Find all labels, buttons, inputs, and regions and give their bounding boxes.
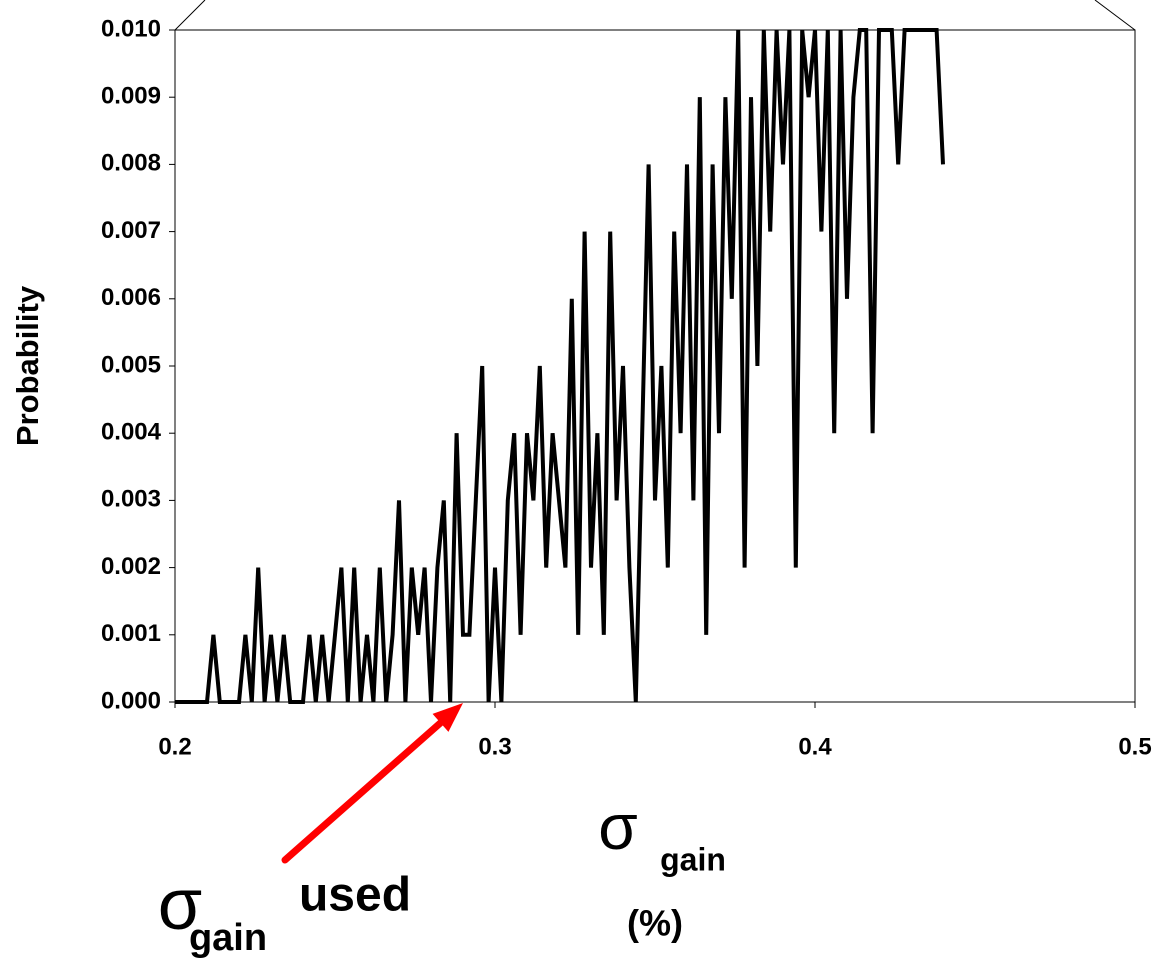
arrow-head — [432, 703, 463, 732]
arrow-shaft — [281, 719, 445, 864]
zoom-line — [174, 0, 206, 31]
zoom-line — [1094, 0, 1136, 31]
y-tick-label: 0.002 — [101, 553, 161, 580]
x-axis-symbol: σ — [598, 791, 638, 863]
annotation-symbol: σ — [158, 865, 202, 945]
y-tick-label: 0.005 — [101, 351, 161, 378]
y-tick-label: 0.007 — [101, 217, 161, 244]
x-axis-unit: (%) — [627, 903, 683, 944]
y-tick-label: 0.001 — [101, 620, 161, 647]
annotation-text: used — [299, 869, 411, 922]
x-tick-label: 0.5 — [1118, 733, 1151, 760]
annotation-arrow — [281, 703, 463, 864]
y-tick-label: 0.008 — [101, 150, 161, 177]
plot-frame — [174, 29, 1136, 703]
y-tick-label: 0.009 — [101, 83, 161, 110]
y-tick-label: 0.003 — [101, 486, 161, 513]
y-tick-label: 0.000 — [101, 687, 161, 714]
y-tick-label: 0.010 — [101, 15, 161, 42]
y-tick-label: 0.004 — [101, 419, 162, 446]
x-tick-label: 0.4 — [798, 733, 832, 760]
y-tick-label: 0.006 — [101, 284, 161, 311]
data-line — [175, 28, 945, 704]
y-axis-label: Probability — [10, 285, 45, 446]
annotation-subscript: gain — [189, 917, 267, 959]
x-tick-label: 0.3 — [478, 733, 511, 760]
x-tick-label: 0.2 — [158, 733, 191, 760]
x-axis-subscript: gain — [660, 841, 726, 877]
